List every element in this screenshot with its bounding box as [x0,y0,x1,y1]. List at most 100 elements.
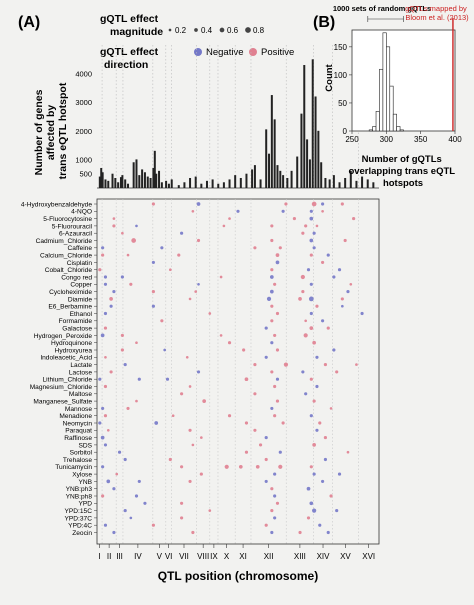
gqtl-effect-dot [270,268,274,272]
hotspot-bar [279,170,282,188]
hotspot-bar [177,185,180,188]
hotspot-bar [132,162,135,188]
gqtl-effect-dot [306,516,311,520]
gqtl-effect-dot [321,260,325,264]
gqtl-effect-dot [123,457,127,462]
gqtl-effect-dot [273,282,277,286]
gqtl-effect-dot [160,319,164,323]
histogram-frame [351,29,456,132]
gqtl-effect-dot [188,297,192,301]
gqtl-effect-dot [318,421,322,425]
gqtl-effect-dot [103,282,108,286]
gqtl-effect-dot [112,530,116,535]
gqtl-effect-dot [298,530,302,535]
trait-label: Lactate [70,362,92,369]
gqtl-effect-dot [270,275,274,279]
hotspot-bar [314,96,317,188]
trait-label: SDS [78,442,92,449]
gqtl-effect-dot [151,260,155,264]
gqtl-effect-dot [191,209,195,213]
trait-label: Lithium_Chloride [43,377,93,384]
gqtl-effect-dot [303,333,308,338]
trait-label: Cadmium_Chloride [36,238,93,245]
hotspot-bar [143,172,146,188]
chromosome-label: XIV [317,552,331,561]
gqtl-effect-dot [219,275,223,279]
gqtl-effect-dot [255,464,260,469]
hist-ytick-label: 50 [338,99,347,108]
histogram-panel: 250 300 350 400 0 50 100 150 1000 sets of rando… [324,4,469,189]
gqtl-effect-dot [169,268,172,272]
gqtl-effect-dot [275,377,280,381]
gqtl-effect-dot [326,253,330,257]
gqtl-effect-dot [329,494,333,498]
gqtl-effect-dot [98,421,102,425]
hotspot-bar [149,177,152,188]
legend-magnitude-title-1: gQTL effect [100,13,159,25]
gqtl-effect-dot [273,516,277,520]
gqtl-effect-dot [273,472,277,476]
hotspot-bar [328,179,331,188]
gqtl-effect-dot [101,406,105,410]
histogram-bin [382,32,387,132]
trait-label: E6_Berbamine [48,304,92,311]
gqtl-effect-dot [278,450,282,454]
trait-label: 4-NQO [71,209,92,216]
gqtl-effect-dot [98,377,102,381]
gqtl-effect-dot [312,399,316,403]
gqtl-effect-dot [273,333,277,337]
gqtl-effect-dot [273,414,277,418]
gqtl-effect-dot [270,509,274,513]
gqtl-effect-dot [106,479,111,484]
hotspot-bar [104,179,107,188]
histogram-bin [375,111,380,132]
hotspot-bar [111,173,114,188]
hotspot-bar [276,165,279,188]
gqtl-effect-dot [151,523,155,527]
gqtl-effect-dot [112,217,116,220]
hotspot-bar [268,153,271,188]
gqtl-effect-dot [123,363,127,367]
hist-xtick-label: 300 [380,135,394,144]
gqtl-effect-dot [283,362,289,367]
gqtl-effect-dot [188,428,192,432]
gqtl-effect-dot [335,370,339,374]
gqtl-effect-dot [321,479,325,483]
trait-label: Neomycin [63,420,93,427]
legend-magnitude-keys: 0.2 0.4 0.6 0.8 [168,26,265,35]
bar-ytick-label: 500 [79,170,92,179]
trait-label: Hydrogen_Peroxide [34,333,93,340]
trait-label: Hydroxyurea [55,347,93,354]
gqtl-effect-dot [349,282,353,286]
panel-b-label: (B) [313,14,335,31]
gqtl-effect-dot [309,377,313,381]
hotspot-bar [146,176,149,188]
gqtl-effect-dot [264,326,268,330]
gqtl-effect-dot [309,501,314,506]
chromosome-label: V [157,552,163,561]
hotspot-bar [265,129,268,188]
hotspot-bar [273,119,276,188]
gqtl-effect-dot [219,334,223,337]
gqtl-effect-dot [312,231,316,235]
gqtl-effect-dot [312,508,317,513]
gqtl-effect-dot [180,465,184,469]
hist-xlabel: Number of gQTLs overlapping trans eQTL h… [348,154,457,189]
gqtl-effect-dot [171,414,175,418]
hotspot-bar [155,173,158,188]
gqtl-effect-dot [101,253,105,257]
gqtl-effect-dot [278,464,283,469]
gqtl-effect-dot [264,355,268,359]
hotspot-bar [101,172,104,188]
hotspot-bar [324,177,327,188]
hotspot-bar [332,175,335,188]
legend-magnitude-value: 0.2 [175,26,187,35]
trait-label: Manganese_Sulfate [33,399,92,406]
hotspot-bar [349,170,352,188]
histogram-bin [386,46,391,132]
hist-ytick-label: 0 [343,127,348,136]
trait-label: Tunicamycin [55,464,92,471]
gqtl-effect-dot [103,414,108,418]
gqtl-effect-dot [264,479,268,483]
gqtl-effect-dot [304,224,308,228]
